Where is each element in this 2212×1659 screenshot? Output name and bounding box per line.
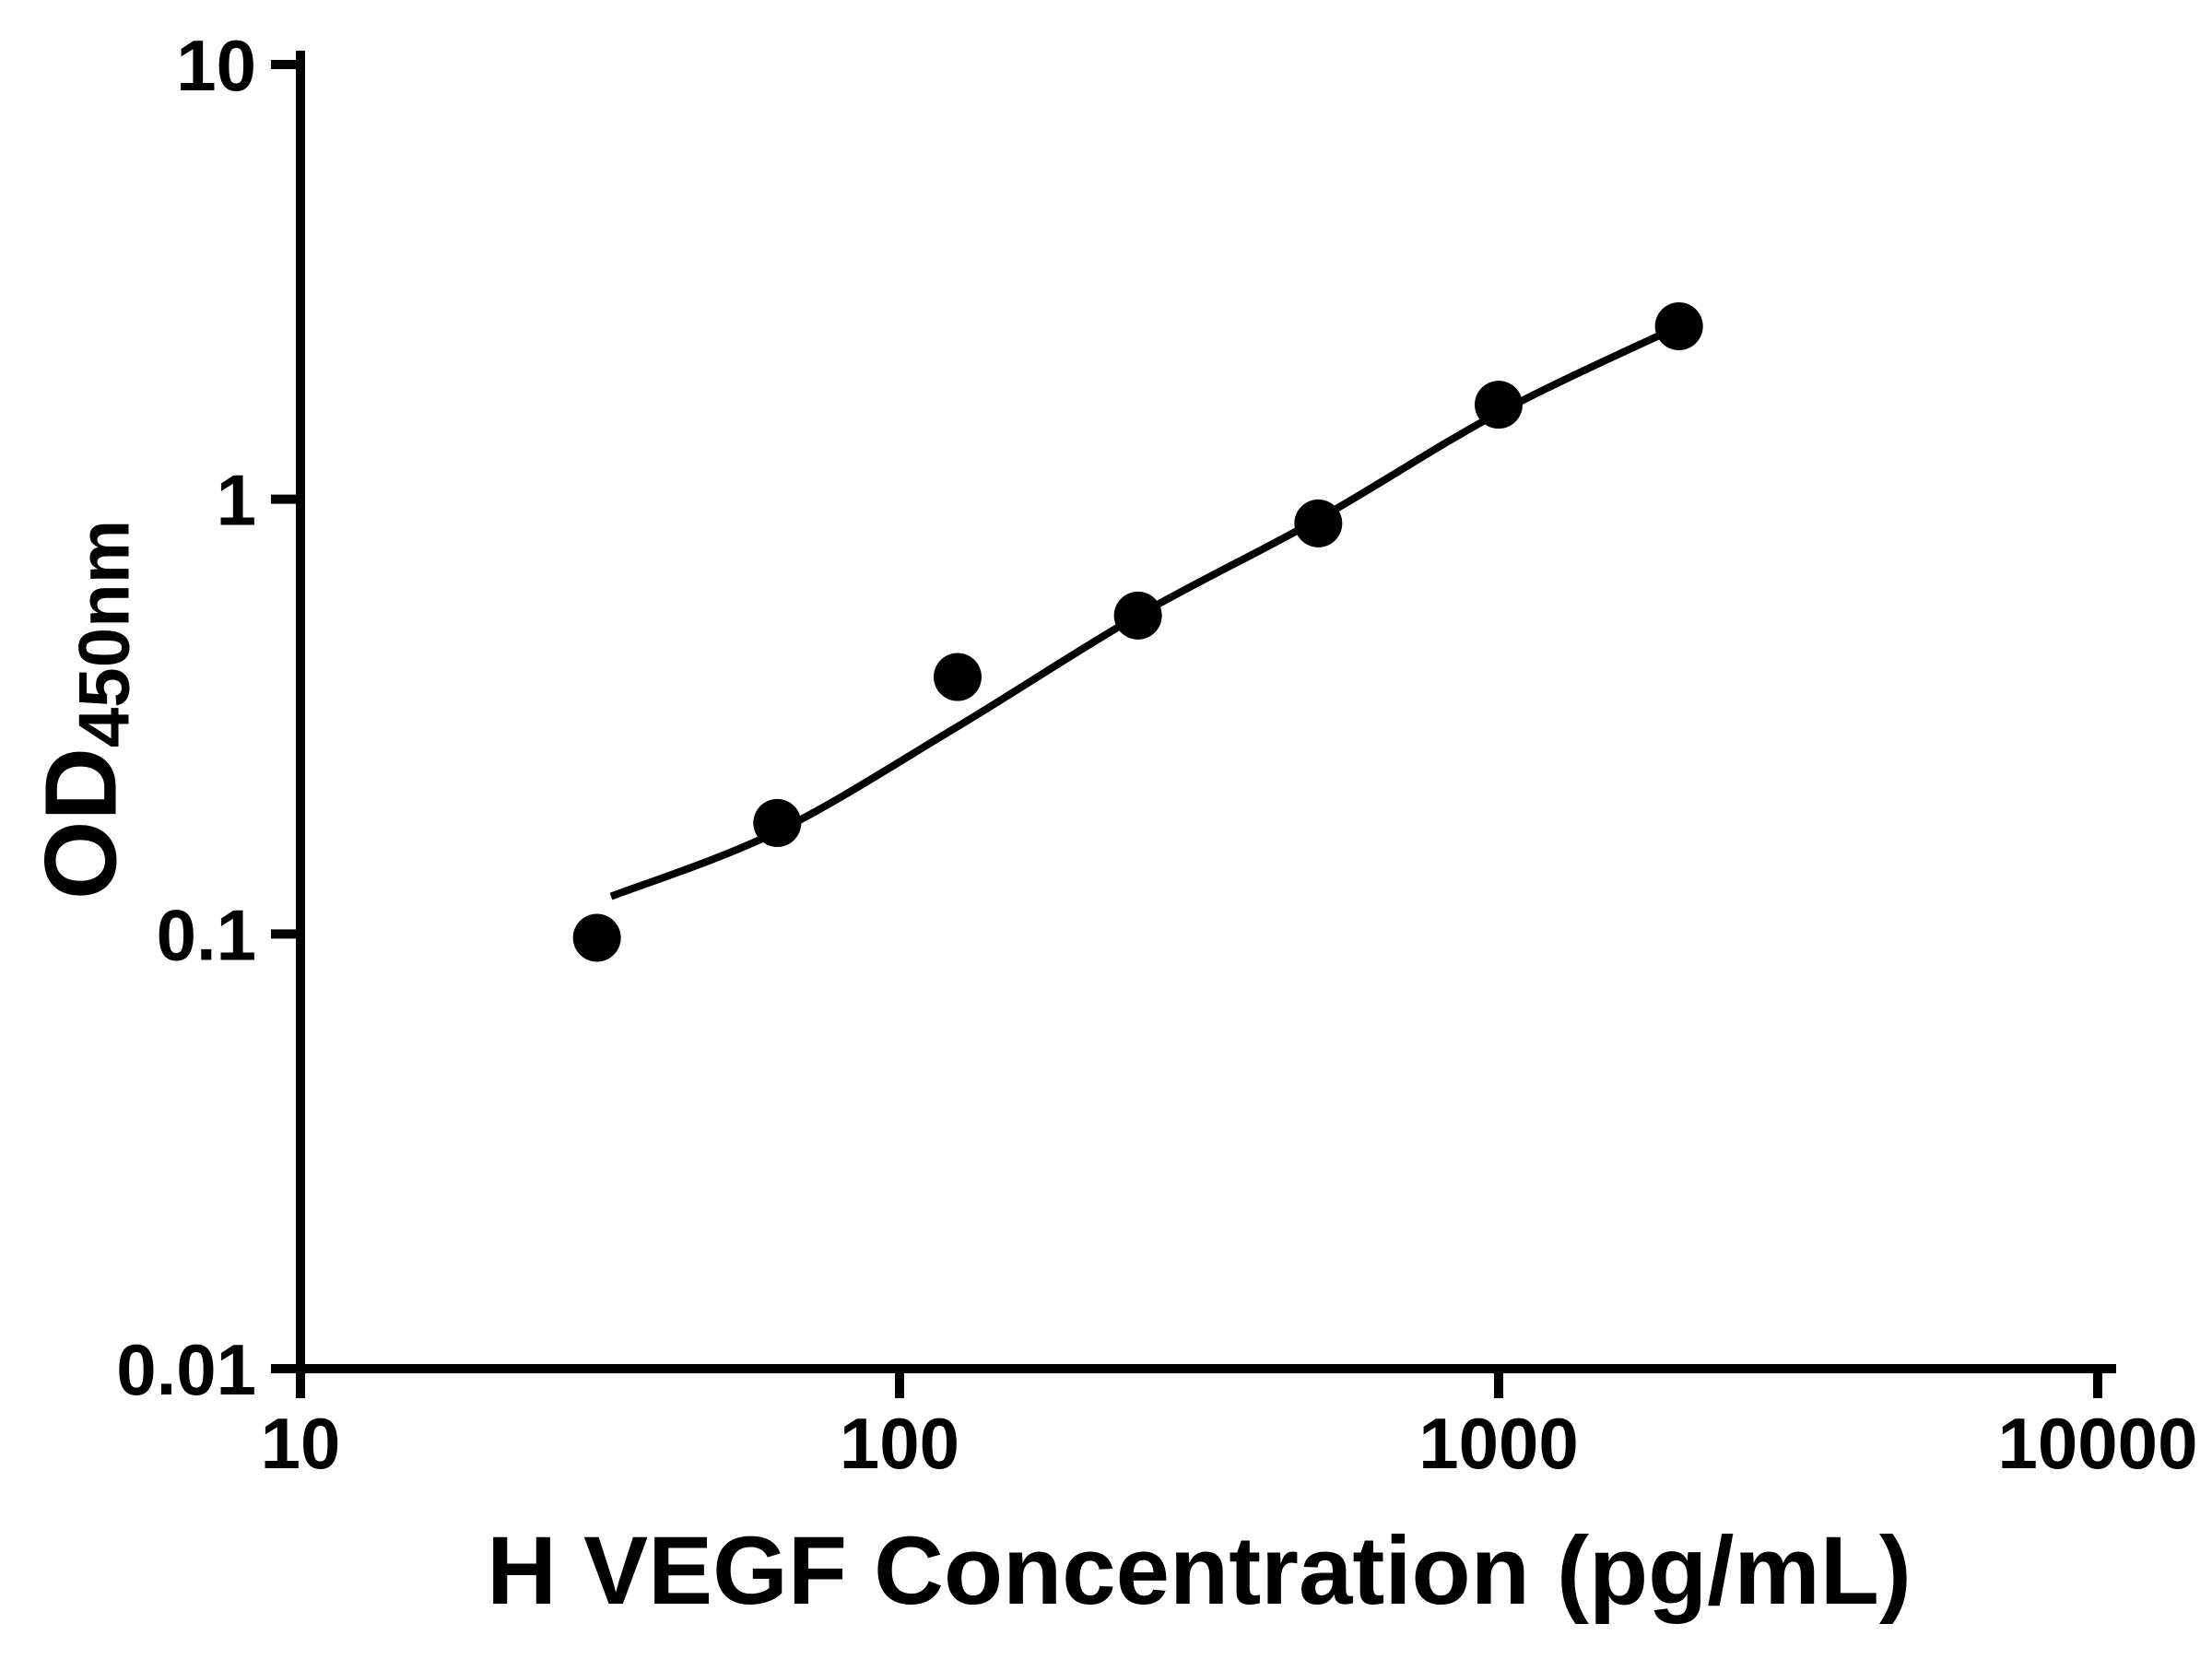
data-point: [1294, 499, 1343, 547]
y-axis-title-main: OD: [24, 747, 138, 900]
data-point: [572, 913, 621, 962]
data-point: [1654, 301, 1703, 350]
x-tick-label: 10: [261, 1403, 341, 1484]
y-axis-title-subscript: 450nm: [63, 519, 145, 748]
x-tick-label: 10000: [1998, 1403, 2198, 1484]
data-point: [753, 798, 802, 847]
x-tick-label: 1000: [1418, 1403, 1579, 1484]
y-axis-title: OD450nm: [23, 520, 145, 900]
y-tick-label: 0.01: [116, 1329, 256, 1410]
x-tick-label: 100: [840, 1403, 959, 1484]
data-point: [1475, 381, 1523, 429]
data-point: [933, 653, 982, 701]
y-tick-label: 0.1: [157, 894, 256, 975]
y-tick-label: 10: [176, 25, 256, 106]
x-axis-title: H VEGF Concentration (pg/mL): [487, 1517, 1912, 1625]
data-point: [1113, 591, 1162, 640]
y-tick-label: 1: [217, 460, 256, 541]
